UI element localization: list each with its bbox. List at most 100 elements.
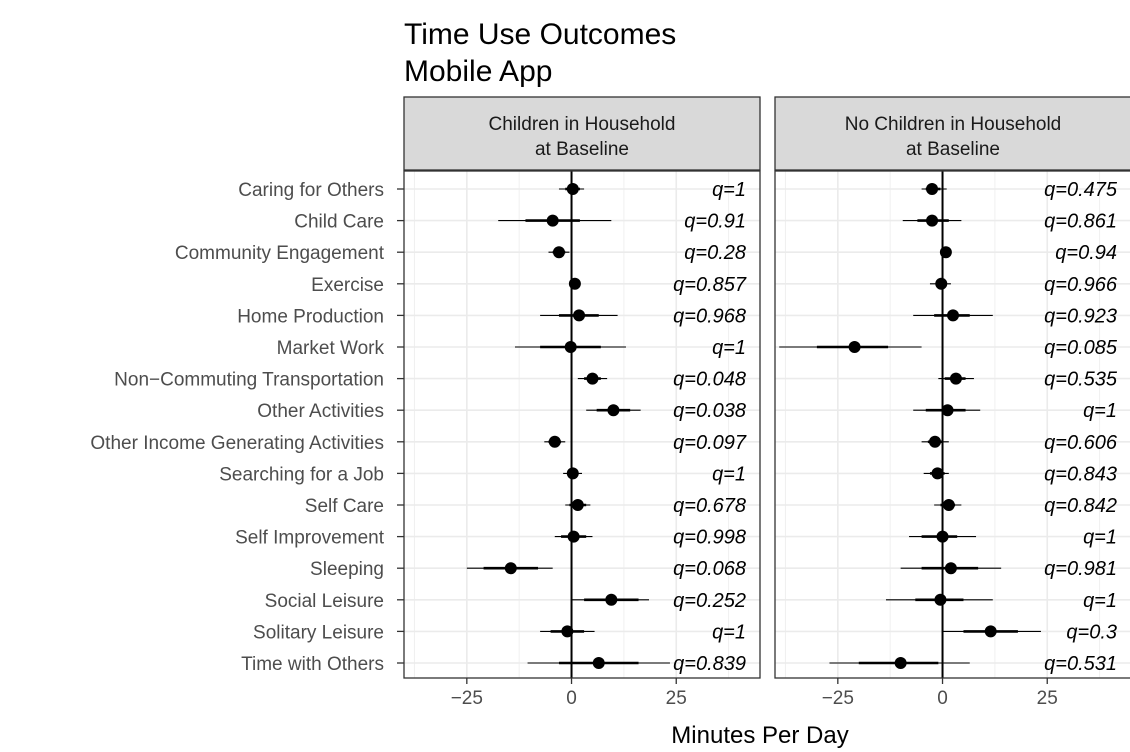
q-value-label: q=0.968	[673, 305, 746, 327]
q-value-label: q=0.068	[673, 558, 746, 580]
q-value-label: q=0.857	[673, 274, 747, 296]
estimate-point	[566, 183, 579, 195]
q-value-label: q=0.966	[1044, 274, 1118, 296]
estimate-point	[561, 625, 574, 638]
estimate-point	[947, 309, 959, 322]
q-value-label: q=0.843	[1044, 463, 1117, 485]
chart-title-line-1: Time Use Outcomes	[404, 18, 676, 51]
q-value-label: q=1	[712, 179, 746, 201]
estimate-point	[928, 435, 941, 448]
x-tick-label: 0	[937, 688, 948, 709]
estimate-point	[939, 246, 952, 259]
panel-strip-2	[774, 96, 1130, 171]
q-value-label: q=0.038	[673, 400, 746, 422]
q-value-label: q=0.861	[1044, 211, 1117, 233]
estimate-point	[568, 277, 581, 290]
q-value-label: q=0.475	[1044, 179, 1118, 201]
category-label: Other Activities	[257, 401, 384, 422]
panel-strip-label-2-line-2: at Baseline	[906, 139, 1000, 160]
estimate-point	[552, 246, 565, 259]
category-label: Caring for Others	[238, 180, 384, 201]
category-label: Self Improvement	[235, 528, 385, 549]
x-tick-label: 0	[566, 688, 577, 709]
panel-plot-area-2	[775, 171, 1130, 678]
category-label: Time with Others	[241, 654, 384, 675]
estimate-point	[984, 625, 997, 638]
q-value-label: q=0.085	[1044, 337, 1118, 359]
q-value-label: q=0.606	[1044, 432, 1118, 454]
q-value-label: q=0.097	[673, 432, 747, 454]
q-value-label: q=1	[712, 621, 746, 643]
x-axis-title: Minutes Per Day	[671, 722, 848, 749]
estimate-point	[605, 593, 618, 606]
estimate-point	[586, 372, 599, 385]
category-label: Non−Commuting Transportation	[114, 370, 384, 391]
estimate-point	[935, 277, 948, 290]
estimate-point	[936, 530, 949, 543]
estimate-point	[949, 372, 962, 385]
panel-strip-label-1-line-2: at Baseline	[535, 139, 629, 160]
category-labels: Caring for Others Child Care Community Eng…	[90, 180, 404, 675]
q-value-label: q=0.678	[673, 495, 746, 517]
estimate-point	[931, 467, 944, 480]
panel-1: Children in Household at Baseline q=1 q=0.9…	[403, 96, 761, 709]
estimate-point	[607, 404, 620, 417]
q-value-label: q=0.3	[1066, 621, 1117, 643]
q-value-label: q=0.998	[673, 527, 746, 549]
estimate-point	[548, 435, 561, 448]
estimate-point	[564, 341, 577, 353]
q-value-label: q=0.923	[1044, 305, 1117, 327]
q-value-label: q=0.531	[1044, 653, 1117, 675]
estimate-point	[504, 562, 517, 575]
estimate-point	[934, 593, 947, 606]
category-label: Social Leisure	[265, 591, 384, 612]
q-value-label: q=1	[712, 337, 746, 359]
chart-title-line-2: Mobile App	[404, 55, 552, 88]
category-label: Searching for a Job	[219, 464, 384, 485]
q-value-label: q=1	[1083, 590, 1117, 612]
q-value-label: q=1	[1083, 400, 1117, 422]
q-value-label: q=0.842	[1044, 495, 1117, 517]
estimate-point	[942, 499, 955, 511]
q-value-label: q=1	[1083, 527, 1117, 549]
category-label: Exercise	[311, 275, 384, 296]
panel-border-2	[774, 170, 1130, 679]
category-label: Community Engagement	[175, 243, 385, 264]
x-tick-label: −25	[451, 688, 483, 709]
estimate-point	[926, 183, 939, 195]
category-label: Market Work	[277, 338, 385, 359]
panel-strip-1	[403, 96, 761, 171]
q-value-label: q=0.91	[684, 211, 746, 233]
estimate-point	[573, 309, 586, 322]
x-tick-label: −25	[822, 688, 854, 709]
q-value-label: q=0.535	[1044, 369, 1118, 391]
panels-layer: Children in Household at Baseline q=1 q=0.9…	[403, 96, 1130, 709]
q-value-label: q=0.94	[1055, 242, 1117, 264]
estimate-point	[894, 657, 907, 669]
category-label: Other Income Generating Activities	[90, 433, 384, 454]
x-tick-label: 25	[1037, 688, 1058, 709]
panel-2: No Children in Household at Baseline q=0.4…	[774, 96, 1130, 709]
estimate-point	[941, 404, 954, 417]
panel-strip-label-2-line-1: No Children in Household	[845, 114, 1062, 135]
estimate-point	[566, 467, 579, 480]
estimate-point	[926, 214, 939, 227]
q-value-label: q=0.839	[673, 653, 746, 675]
estimate-point	[567, 530, 580, 543]
estimate-point	[571, 499, 584, 511]
category-label: Home Production	[237, 306, 384, 327]
estimate-point	[848, 341, 861, 353]
q-value-label: q=0.981	[1044, 558, 1117, 580]
category-label: Child Care	[294, 212, 384, 233]
panel-strip-label-1-line-1: Children in Household	[489, 114, 676, 135]
estimate-point	[592, 657, 605, 669]
q-value-label: q=0.252	[673, 590, 746, 612]
panel-plot-area-1	[404, 171, 760, 678]
panel-border-1	[403, 170, 761, 679]
q-value-label: q=0.048	[673, 369, 746, 391]
category-label: Solitary Leisure	[253, 622, 384, 643]
category-label: Sleeping	[310, 559, 384, 580]
x-tick-label: 25	[666, 688, 687, 709]
estimate-point	[546, 214, 559, 227]
